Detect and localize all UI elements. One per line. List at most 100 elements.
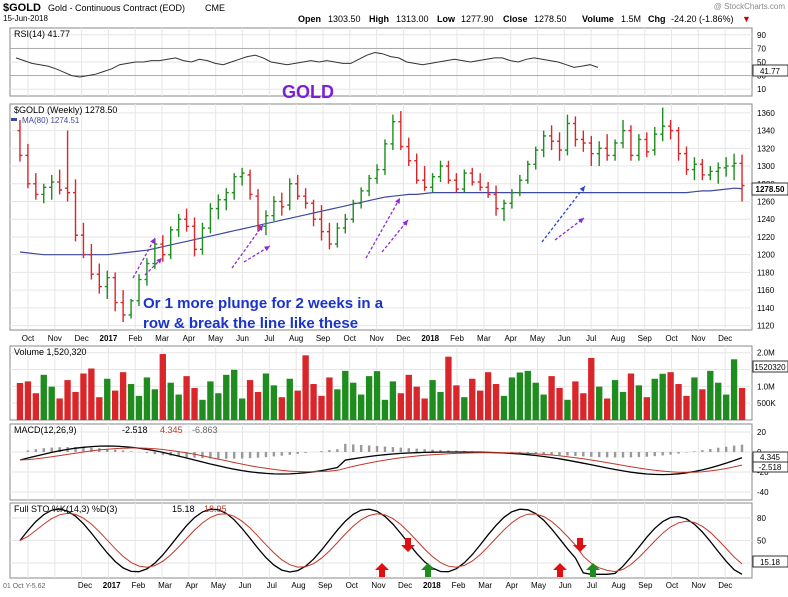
month-label: Nov [691,334,705,343]
volume-bar [453,385,459,420]
volume-bar [533,383,539,420]
ohlc-chg-symbol: ▼ [742,14,751,24]
macd-histogram-bar [281,452,283,456]
volume-bar [429,380,435,420]
macd-histogram-bar [320,451,322,452]
macd-histogram-bar [352,444,354,452]
month-label: Oct [665,334,678,343]
volume-bar [406,375,412,420]
volume-bar [271,385,277,420]
volume-bar [707,371,713,420]
volume-bar [326,377,332,420]
bottom-month-label: Aug [611,581,625,590]
volume-bar [572,381,578,420]
macd-label: MACD(12,26,9) [14,425,77,435]
month-label: Apr [183,334,196,343]
contract-name-text: Gold - Continuous Contract (EOD) [48,3,185,13]
ohlc-volume-label: Volume [582,14,614,24]
volume-bar [477,391,483,420]
volume-bar [366,376,372,420]
bottom-month-label: Jul [587,581,597,590]
volume-bar [501,396,507,420]
month-label: 2018 [421,334,439,343]
bottom-month-label: 2018 [423,581,441,590]
macd-value-3: -6.863 [192,425,218,435]
month-label: Nov [48,334,62,343]
macd-histogram-bar [416,449,418,452]
bottom-month-label: Jun [239,581,252,590]
macd-histogram-bar [27,450,29,452]
volume-label: Volume 1,520,320 [14,347,87,357]
ma80-label: MA(80) 1274.51 [22,116,80,125]
bottom-month-label: May [531,581,546,590]
month-label: Aug [611,334,625,343]
month-label: Mar [477,334,491,343]
macd-histogram-bar [130,451,132,452]
volume-bar [525,371,531,420]
month-label: Feb [450,334,464,343]
bottom-month-label: Aug [291,581,305,590]
sto-value-2: 18.95 [204,504,227,514]
rsi-tick-label: 70 [757,44,766,53]
macd-histogram-bar [241,452,243,458]
volume-bar [295,391,301,420]
sto-tick-label: 50 [757,537,766,546]
macd-histogram-bar [630,452,632,457]
volume-bar [33,393,39,420]
volume-bar [739,388,745,420]
volume-bar [168,383,174,420]
volume-bar [350,383,356,420]
volume-bar [564,400,570,420]
ohlc-close-label: Close [503,14,528,24]
macd-histogram-bar [408,448,410,452]
rsi-tick-label: 90 [757,31,766,40]
macd-histogram-bar [360,445,362,452]
sto-label: Full STO %K(14,3) %D(3) [14,504,117,514]
volume-bar [88,369,94,420]
volume-bar [358,395,364,420]
volume-bar [723,395,729,420]
volume-bar [437,392,443,420]
macd-histogram-bar [304,452,306,453]
volume-bar [255,392,261,420]
volume-bar [382,400,388,420]
volume-bar [310,384,316,420]
macd-histogram-bar [733,446,735,452]
volume-bar [72,392,78,420]
volume-bar [628,373,634,420]
volume-tag-text: 1520320 [754,363,786,372]
macd-histogram-bar [328,450,330,452]
volume-bar [334,389,340,420]
price-tick-label: 1200 [757,251,775,260]
month-label: Jun [236,334,249,343]
bottom-month-label: Apr [185,581,198,590]
volume-tick-label: 500K [757,399,776,408]
volume-bar [374,371,380,420]
macd-histogram-bar [677,452,679,454]
macd-histogram-bar [249,452,251,458]
macd-histogram-bar [622,452,624,458]
macd-histogram-bar [201,452,203,458]
macd-histogram-bar [368,445,370,452]
ohlc-chg: -24.20 (-1.86%) [671,14,734,24]
ohlc-high: 1313.00 [396,14,429,24]
price-tick-label: 1160 [757,286,775,295]
ohlc-low-label: Low [437,14,456,24]
month-label: Apr [504,334,517,343]
volume-bar [215,393,221,420]
volume-bar [414,387,420,420]
macd-histogram-bar [146,452,148,453]
volume-bar [731,359,737,420]
volume-bar [104,379,110,420]
volume-bar [691,377,697,420]
sto-value-1: 15.18 [172,504,195,514]
volume-bar [96,397,102,420]
ohlc-open: 1303.50 [328,14,361,24]
volume-bar [660,374,666,420]
bottom-month-label: Jul [267,581,277,590]
volume-bar [80,373,86,420]
month-label: 2017 [100,334,118,343]
volume-bar [49,387,55,420]
macd-histogram-bar [400,448,402,452]
